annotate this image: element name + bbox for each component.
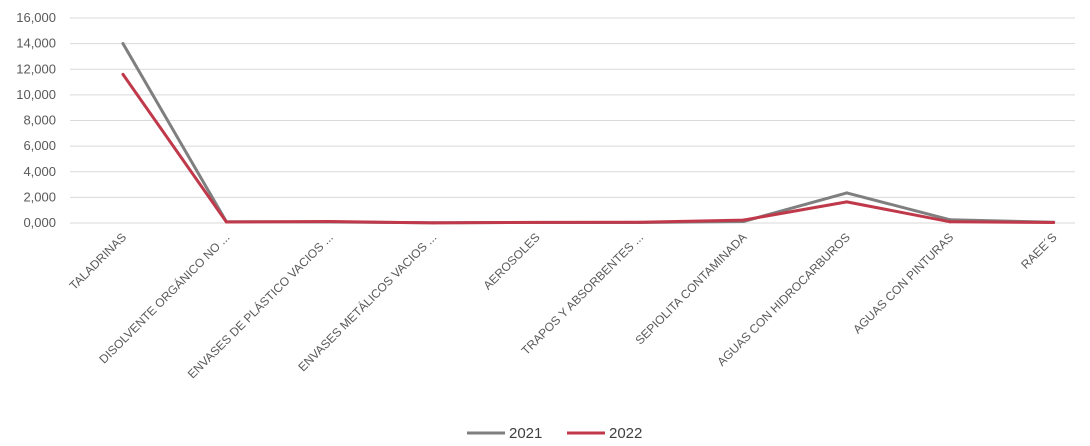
x-tick-label: AEROSOLES xyxy=(480,230,542,292)
x-tick-label: TALADRINAS xyxy=(67,230,130,293)
data-point-2022 xyxy=(535,220,539,224)
y-tick-label: 2,000 xyxy=(23,189,56,204)
series-lines xyxy=(121,42,1056,225)
legend-label: 2022 xyxy=(609,425,642,442)
series-line-2021 xyxy=(121,42,1056,225)
y-tick-label: 12,000 xyxy=(16,61,56,76)
x-tick-label: SEPIOLITA CONTAMINADA xyxy=(632,230,749,347)
data-point-2021 xyxy=(845,191,849,195)
y-tick-label: 14,000 xyxy=(16,36,56,51)
y-tick-label: 0,000 xyxy=(23,215,56,230)
y-tick-label: 10,000 xyxy=(16,87,56,102)
data-point-2022 xyxy=(431,221,435,225)
x-tick-label: RAEE´S xyxy=(1018,230,1059,271)
y-tick-label: 16,000 xyxy=(16,10,56,25)
data-point-2022 xyxy=(328,219,332,223)
x-tick-label: TRAPOS Y ABSORBENTES ... xyxy=(519,230,646,357)
gridlines xyxy=(70,17,1075,224)
data-point-2022 xyxy=(224,220,228,224)
y-axis-ticks: 0,000 2,000 4,000 6,000 8,000 10,000 12,000 14,… xyxy=(16,10,56,230)
series-line-2022 xyxy=(121,72,1056,225)
data-point-2022 xyxy=(638,220,642,224)
y-tick-label: 4,000 xyxy=(23,164,56,179)
data-point-2022 xyxy=(121,72,125,76)
legend: 2021 2022 xyxy=(467,425,642,442)
x-tick-label: AGUAS CON PINTURAS xyxy=(850,230,956,336)
data-point-2022 xyxy=(845,200,849,204)
data-point-2021 xyxy=(121,42,125,46)
data-point-2022 xyxy=(948,220,952,224)
y-tick-label: 6,000 xyxy=(23,138,56,153)
y-tick-label: 8,000 xyxy=(23,113,56,128)
data-point-2022 xyxy=(1052,220,1056,224)
legend-label: 2021 xyxy=(509,425,542,442)
data-point-2022 xyxy=(741,218,745,222)
